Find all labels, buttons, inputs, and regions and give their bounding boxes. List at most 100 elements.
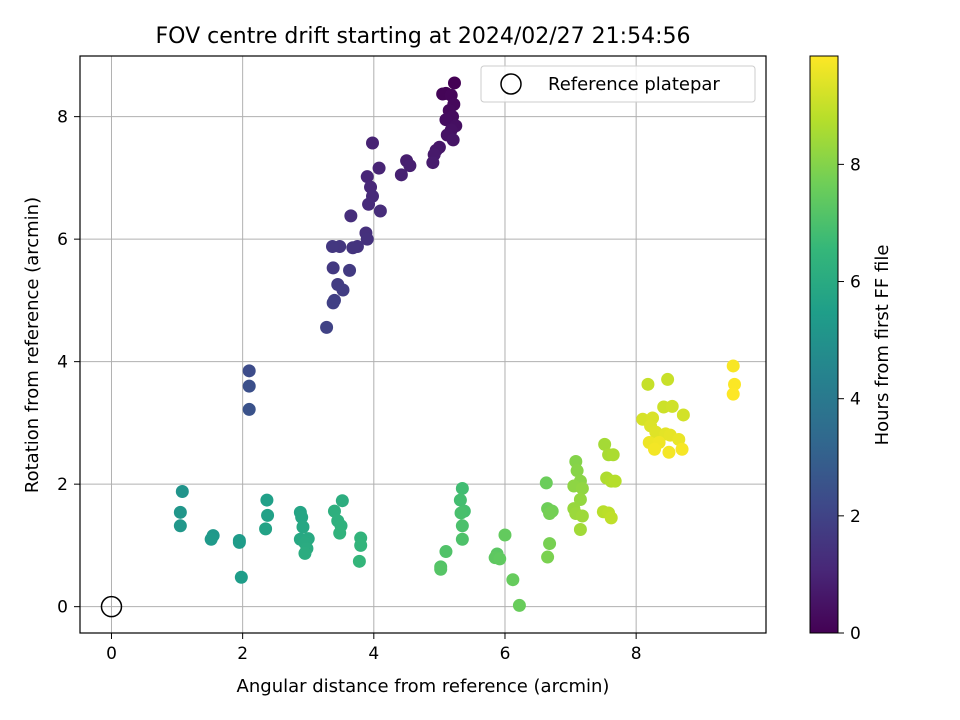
- data-point: [242, 379, 256, 393]
- x-tick-label: 8: [631, 644, 642, 664]
- legend-box: [480, 65, 756, 103]
- x-tick-label: 6: [500, 644, 511, 664]
- data-point: [606, 448, 620, 462]
- data-point: [675, 442, 689, 456]
- data-point: [234, 570, 248, 584]
- data-point: [260, 493, 274, 507]
- data-point: [346, 241, 360, 255]
- y-tick-label: 4: [57, 353, 68, 373]
- data-point: [326, 296, 340, 310]
- data-point: [320, 320, 334, 334]
- x-tick-label: 2: [237, 644, 248, 664]
- data-point: [648, 442, 662, 456]
- data-point: [360, 232, 374, 246]
- legend: Reference platepar: [480, 65, 756, 103]
- x-axis-label: Angular distance from reference (arcmin): [237, 676, 610, 697]
- data-point: [366, 136, 380, 150]
- data-point: [575, 509, 589, 523]
- colorbar: 0 2 4 6 8: [809, 55, 861, 644]
- data-point: [327, 504, 341, 518]
- data-point: [360, 170, 374, 184]
- data-point: [676, 408, 690, 422]
- data-point: [295, 510, 309, 524]
- data-point: [344, 209, 358, 223]
- data-point: [326, 261, 340, 275]
- data-point: [336, 283, 350, 297]
- data-point: [649, 425, 663, 439]
- data-point: [539, 476, 553, 490]
- y-axis-label: Rotation from reference (arcmin): [22, 197, 43, 493]
- data-point: [373, 204, 387, 218]
- data-point: [604, 511, 618, 525]
- x-tick-label: 0: [106, 644, 117, 664]
- y-tick-label: 0: [57, 598, 68, 618]
- legend-label-reference: Reference platepar: [548, 74, 720, 95]
- data-point: [232, 535, 246, 549]
- data-point: [573, 492, 587, 506]
- data-point: [439, 545, 453, 559]
- data-point: [662, 445, 676, 459]
- y-tick-label: 2: [57, 475, 68, 495]
- data-point: [608, 474, 622, 488]
- chart-title: FOV centre drift starting at 2024/02/27 …: [156, 24, 691, 49]
- colorbar-tick-label: 6: [850, 273, 861, 293]
- data-point: [242, 364, 256, 378]
- colorbar-tick-label: 4: [850, 390, 861, 410]
- data-point: [447, 76, 461, 90]
- data-point: [175, 485, 189, 499]
- data-point: [455, 519, 469, 533]
- data-point: [493, 552, 507, 566]
- reference-platepar-marker: [100, 595, 123, 618]
- data-point: [362, 197, 376, 211]
- data-point: [570, 464, 584, 478]
- data-point: [453, 493, 467, 507]
- data-point: [439, 113, 453, 127]
- data-point: [261, 508, 275, 522]
- data-point: [661, 372, 675, 386]
- colorbar-tick-label: 2: [850, 507, 861, 527]
- data-point: [726, 387, 740, 401]
- data-point: [543, 507, 557, 521]
- plot-area: 0 2 4 6 8 0 2 4 6 8: [57, 55, 767, 664]
- colorbar-tick-label: 8: [850, 155, 861, 175]
- data-point: [298, 546, 312, 560]
- data-point: [665, 399, 679, 413]
- y-tick-label: 6: [57, 230, 68, 250]
- colorbar-gradient: [809, 55, 839, 634]
- data-point: [434, 562, 448, 576]
- colorbar-label: Hours from first FF file: [872, 245, 893, 446]
- data-point: [242, 402, 256, 416]
- data-point: [372, 161, 386, 175]
- data-point: [541, 550, 555, 564]
- data-point: [455, 481, 469, 495]
- data-point: [498, 528, 512, 542]
- data-point: [403, 159, 417, 173]
- data-point: [543, 537, 557, 551]
- data-point: [641, 377, 655, 391]
- data-point: [354, 538, 368, 552]
- data-point: [726, 359, 740, 373]
- data-point: [728, 377, 742, 391]
- data-point: [335, 494, 349, 508]
- y-tick-label: 8: [57, 108, 68, 128]
- data-point: [352, 554, 366, 568]
- data-point: [446, 133, 460, 147]
- data-point: [575, 481, 589, 495]
- colorbar-tick-label: 0: [850, 624, 861, 644]
- data-point: [506, 573, 520, 587]
- data-point: [259, 522, 273, 536]
- axes-frame: [79, 55, 767, 634]
- x-tick-label: 4: [368, 644, 379, 664]
- data-point: [173, 519, 187, 533]
- data-point: [672, 432, 686, 446]
- data-point: [333, 526, 347, 540]
- data-point: [204, 532, 218, 546]
- data-point: [173, 505, 187, 519]
- legend-marker-reference: [500, 73, 522, 95]
- data-point: [343, 263, 357, 277]
- data-point: [426, 156, 440, 170]
- data-point: [455, 532, 469, 546]
- data-point: [512, 598, 526, 612]
- data-point: [325, 239, 339, 253]
